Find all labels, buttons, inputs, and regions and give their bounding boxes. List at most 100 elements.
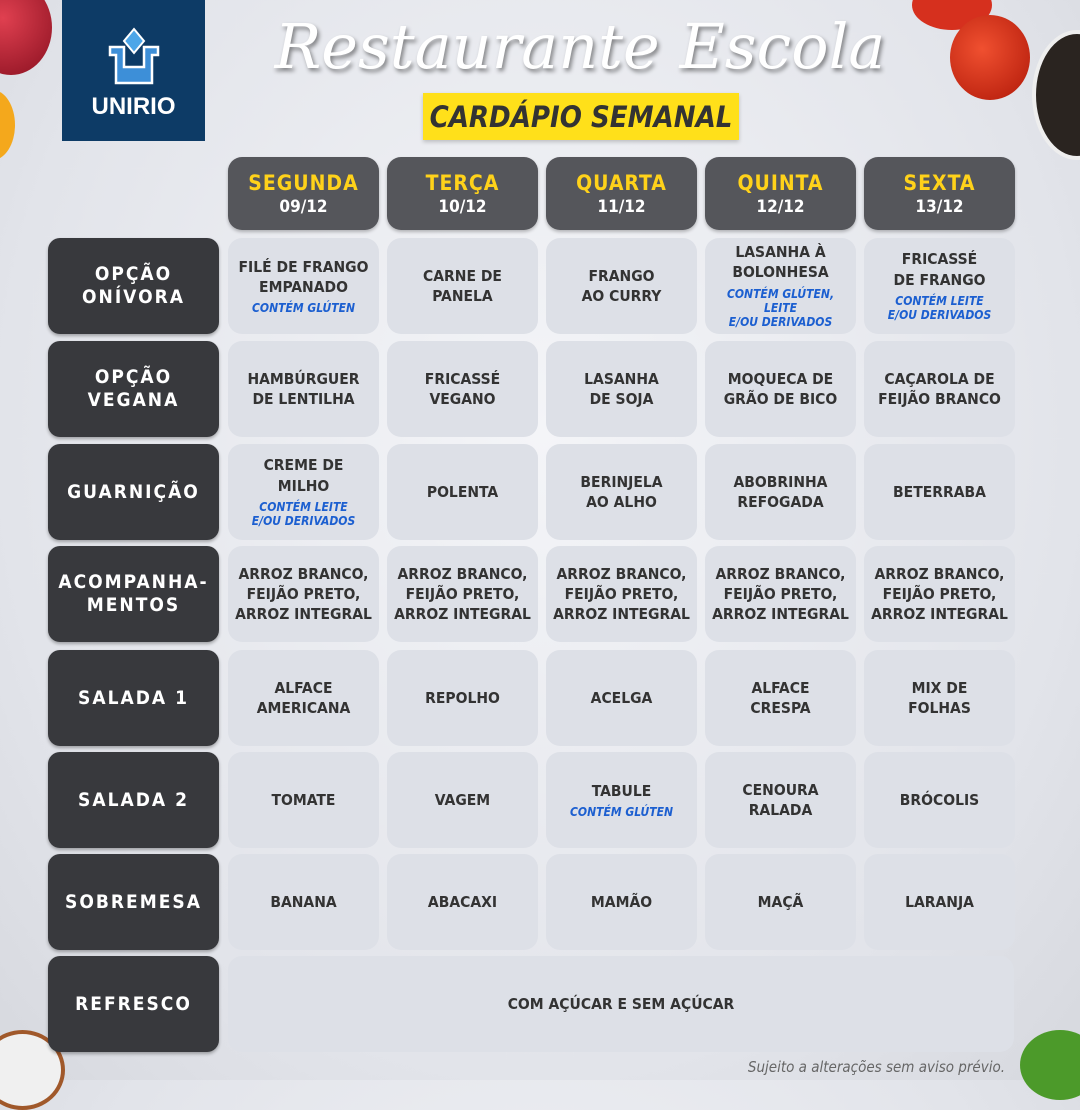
menu-cell: ARROZ BRANCO, FEIJÃO PRETO, ARROZ INTEGR… [705, 546, 856, 642]
dish-name: POLENTA [426, 482, 499, 501]
menu-cell: MAÇÃ [705, 854, 856, 950]
menu-cell: TOMATE [228, 752, 379, 848]
menu-cell: MIX DE FOLHAS [864, 650, 1015, 746]
dish-name: ALFACE AMERICANA [256, 678, 351, 717]
dish-name: TOMATE [271, 790, 336, 809]
orange-decoration [0, 90, 15, 160]
dish-name: MOQUECA DE GRÃO DE BICO [723, 369, 838, 408]
menu-cell: HAMBÚRGUER DE LENTILHA [228, 341, 379, 437]
row-label: OPÇÃO ONÍVORA [48, 238, 219, 334]
dish-name: ARROZ BRANCO, FEIJÃO PRETO, ARROZ INTEGR… [871, 564, 1008, 624]
day-date: 09/12 [279, 196, 328, 217]
dish-name: BETERRABA [893, 482, 986, 501]
menu-cell: ALFACE CRESPA [705, 650, 856, 746]
dish-name: MAÇÃ [757, 892, 804, 911]
basil-decoration [1020, 1030, 1080, 1100]
menu-cell: MAMÃO [546, 854, 697, 950]
menu-cell: VAGEM [387, 752, 538, 848]
menu-cell: BERINJELA AO ALHO [546, 444, 697, 540]
menu-cell: LARANJA [864, 854, 1015, 950]
dish-name: ARROZ BRANCO, FEIJÃO PRETO, ARROZ INTEGR… [553, 564, 690, 624]
row-label: SALADA 2 [48, 752, 219, 848]
dish-name: ABACAXI [427, 892, 498, 911]
menu-cell: ACELGA [546, 650, 697, 746]
row-label: SALADA 1 [48, 650, 219, 746]
dish-name: COM AÇÚCAR E SEM AÇÚCAR [507, 994, 735, 1013]
dish-name: VAGEM [434, 790, 491, 809]
row-label: SOBREMESA [48, 854, 219, 950]
day-header-4: QUINTA 12/12 [705, 157, 856, 230]
day-name: SEXTA [903, 170, 976, 195]
allergen-note: CONTÉM GLÚTEN, LEITE E/OU DERIVADOS [726, 286, 835, 330]
menu-cell: TABULE CONTÉM GLÚTEN [546, 752, 697, 848]
menu-cell: ABOBRINHA REFOGADA [705, 444, 856, 540]
menu-cell: BRÓCOLIS [864, 752, 1015, 848]
allergen-note: CONTÉM GLÚTEN [251, 300, 355, 315]
dish-name: BANANA [270, 892, 337, 911]
menu-cell: ABACAXI [387, 854, 538, 950]
peppercorn-bowl-decoration [1032, 30, 1080, 160]
menu-cell: LASANHA DE SOJA [546, 341, 697, 437]
menu-cell: CARNE DE PANELA [387, 238, 538, 334]
row-label: REFRESCO [48, 956, 219, 1052]
dish-name: ABOBRINHA REFOGADA [733, 472, 828, 511]
dish-name: ACELGA [590, 688, 653, 707]
row-label: GUARNIÇÃO [48, 444, 219, 540]
dish-name: BERINJELA AO ALHO [580, 472, 663, 511]
day-name: QUINTA [737, 170, 824, 195]
dish-name: FRICASSÉ DE FRANGO [893, 250, 986, 289]
day-header-2: TERÇA 10/12 [387, 157, 538, 230]
menu-cell: LASANHA À BOLONHESA CONTÉM GLÚTEN, LEITE … [705, 238, 856, 334]
dish-name: ARROZ BRANCO, FEIJÃO PRETO, ARROZ INTEGR… [235, 564, 372, 624]
dish-name: CAÇAROLA DE FEIJÃO BRANCO [878, 369, 1001, 408]
menu-cell: ARROZ BRANCO, FEIJÃO PRETO, ARROZ INTEGR… [546, 546, 697, 642]
menu-cell: ALFACE AMERICANA [228, 650, 379, 746]
dish-name: HAMBÚRGUER DE LENTILHA [247, 369, 360, 408]
dish-name: LARANJA [905, 892, 974, 911]
day-date: 13/12 [915, 196, 964, 217]
menu-cell: FRICASSÉ DE FRANGO CONTÉM LEITE E/OU DERI… [864, 238, 1015, 334]
day-header-1: SEGUNDA 09/12 [228, 157, 379, 230]
unirio-logo: UNIRIO [62, 0, 205, 141]
dish-name: LASANHA DE SOJA [584, 369, 659, 408]
dish-name: FILÉ DE FRANGO EMPANADO [238, 257, 369, 296]
row-label: ACOMPANHA- MENTOS [48, 546, 219, 642]
dish-name: TABULE [591, 781, 652, 800]
day-date: 12/12 [756, 196, 805, 217]
menu-cell: CENOURA RALADA [705, 752, 856, 848]
menu-cell: CREME DE MILHO CONTÉM LEITE E/OU DERIVADO… [228, 444, 379, 540]
day-name: SEGUNDA [248, 170, 359, 195]
menu-cell: ARROZ BRANCO, FEIJÃO PRETO, ARROZ INTEGR… [228, 546, 379, 642]
menu-cell: BETERRABA [864, 444, 1015, 540]
apple-decoration [0, 0, 52, 75]
tomato-decoration [950, 15, 1030, 100]
dish-name: MIX DE FOLHAS [908, 678, 971, 717]
dish-name: ARROZ BRANCO, FEIJÃO PRETO, ARROZ INTEGR… [394, 564, 531, 624]
unirio-emblem-icon [108, 27, 159, 85]
dish-name: FRICASSÉ VEGANO [424, 369, 501, 408]
dish-name: BRÓCOLIS [899, 790, 980, 809]
menu-cell: REPOLHO [387, 650, 538, 746]
menu-cell: BANANA [228, 854, 379, 950]
dish-name: LASANHA À BOLONHESA [732, 243, 829, 282]
row-label: OPÇÃO VEGANA [48, 341, 219, 437]
day-header-5: SEXTA 13/12 [864, 157, 1015, 230]
allergen-note: CONTÉM GLÚTEN [569, 804, 673, 819]
dish-name: CARNE DE PANELA [423, 266, 502, 305]
menu-cell: FRICASSÉ VEGANO [387, 341, 538, 437]
menu-cell-span: COM AÇÚCAR E SEM AÇÚCAR [228, 956, 1014, 1052]
dish-name: MAMÃO [590, 892, 653, 911]
menu-cell: ARROZ BRANCO, FEIJÃO PRETO, ARROZ INTEGR… [387, 546, 538, 642]
menu-cell: ARROZ BRANCO, FEIJÃO PRETO, ARROZ INTEGR… [864, 546, 1015, 642]
menu-cell: FRANGO AO CURRY [546, 238, 697, 334]
page-title: Restaurante Escola [274, 10, 886, 83]
menu-cell: POLENTA [387, 444, 538, 540]
day-name: QUARTA [576, 170, 667, 195]
menu-cell: CAÇAROLA DE FEIJÃO BRANCO [864, 341, 1015, 437]
allergen-note: CONTÉM LEITE E/OU DERIVADOS [251, 499, 356, 529]
dish-name: REPOLHO [425, 688, 500, 707]
dish-name: CREME DE MILHO [263, 456, 344, 495]
allergen-note: CONTÉM LEITE E/OU DERIVADOS [887, 293, 992, 323]
day-date: 11/12 [597, 196, 646, 217]
dish-name: ALFACE CRESPA [750, 678, 811, 717]
